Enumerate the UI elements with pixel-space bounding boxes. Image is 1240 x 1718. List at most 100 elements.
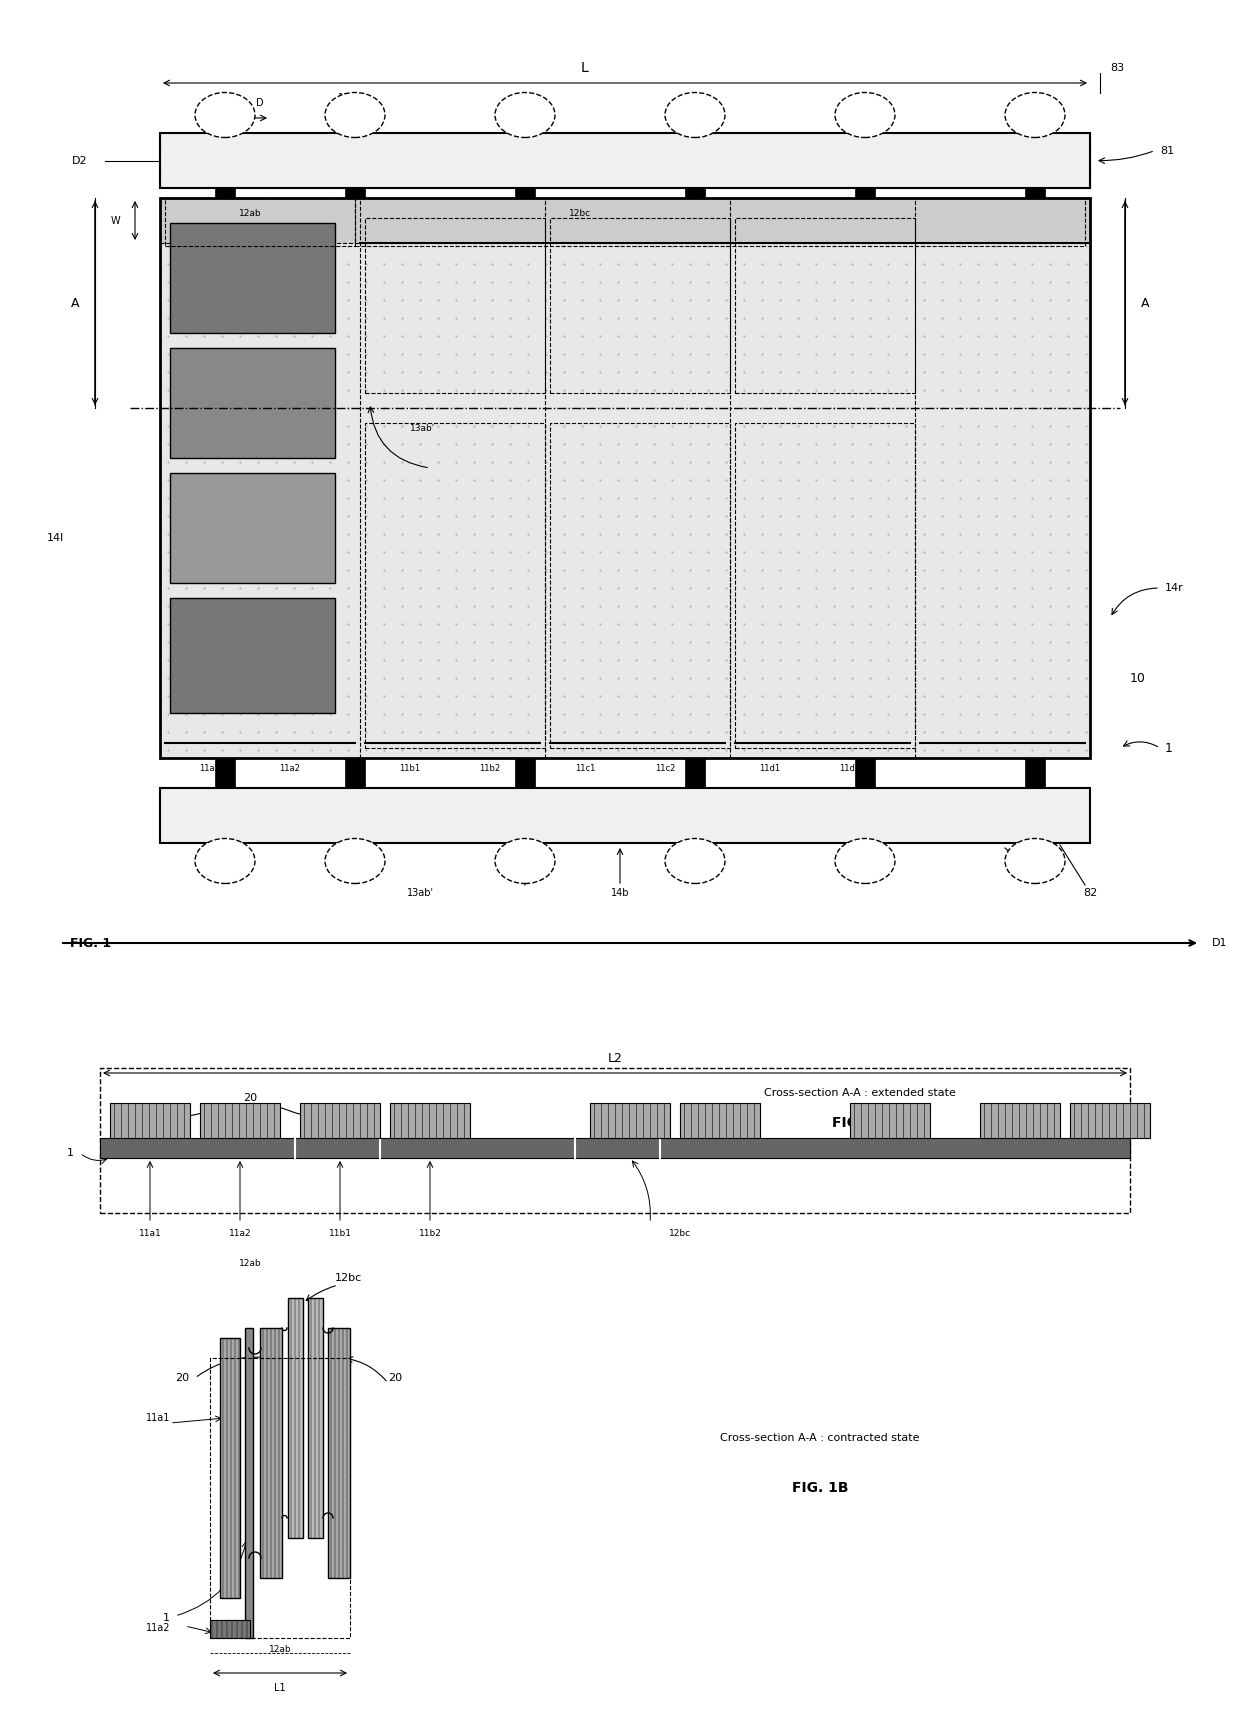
- Bar: [856, 758, 875, 789]
- Text: 14b: 14b: [611, 888, 629, 899]
- Bar: [170, 223, 335, 333]
- Ellipse shape: [325, 93, 384, 137]
- Text: 83: 83: [1110, 64, 1125, 72]
- Text: FIG. 1: FIG. 1: [69, 936, 112, 950]
- Text: 11b1: 11b1: [329, 1228, 351, 1237]
- Bar: [355, 198, 1085, 246]
- Bar: [735, 218, 915, 393]
- Ellipse shape: [195, 838, 255, 883]
- Text: 10: 10: [1130, 672, 1146, 684]
- Text: 1: 1: [1166, 742, 1173, 754]
- Bar: [680, 1103, 760, 1137]
- Bar: [210, 1357, 350, 1637]
- Bar: [170, 349, 335, 459]
- Text: A: A: [71, 297, 79, 309]
- Ellipse shape: [1004, 93, 1065, 137]
- Bar: [515, 187, 534, 198]
- Bar: [170, 598, 335, 713]
- Text: 20: 20: [246, 399, 259, 407]
- Bar: [684, 758, 706, 789]
- Bar: [345, 187, 365, 198]
- Bar: [160, 198, 1090, 758]
- Bar: [735, 423, 915, 747]
- Text: FIG. 1B: FIG. 1B: [792, 1481, 848, 1495]
- Text: 13ab: 13ab: [337, 93, 362, 103]
- Bar: [200, 1103, 280, 1137]
- Text: 13ab': 13ab': [407, 888, 434, 899]
- Text: 11b2: 11b2: [480, 763, 501, 773]
- Text: 12ab: 12ab: [238, 208, 262, 218]
- Text: 12ab': 12ab': [228, 809, 252, 818]
- Bar: [551, 218, 730, 393]
- Bar: [288, 1299, 303, 1538]
- Text: 82: 82: [1083, 888, 1097, 899]
- Text: 11d1: 11d1: [759, 763, 780, 773]
- Text: 14r: 14r: [1166, 582, 1184, 593]
- Ellipse shape: [495, 93, 556, 137]
- Text: D1: D1: [1213, 938, 1228, 948]
- Ellipse shape: [495, 838, 556, 883]
- Bar: [160, 789, 1090, 844]
- Text: 11a2: 11a2: [279, 763, 300, 773]
- Ellipse shape: [665, 93, 725, 137]
- Text: 20: 20: [388, 1373, 402, 1383]
- Bar: [1070, 1103, 1149, 1137]
- Text: 11a2: 11a2: [145, 1624, 170, 1634]
- Bar: [160, 198, 1090, 242]
- Bar: [260, 1328, 281, 1579]
- Bar: [215, 187, 236, 198]
- Text: 11b2: 11b2: [419, 1228, 441, 1237]
- Text: 81: 81: [1159, 146, 1174, 156]
- Bar: [246, 1328, 253, 1637]
- Text: 11c2: 11c2: [655, 763, 676, 773]
- Ellipse shape: [665, 838, 725, 883]
- Text: 14l: 14l: [46, 533, 63, 543]
- Text: Cross-section A-A : extended state: Cross-section A-A : extended state: [764, 1087, 956, 1098]
- Ellipse shape: [1004, 838, 1065, 883]
- Bar: [329, 1328, 350, 1579]
- Bar: [165, 198, 355, 246]
- Text: 20: 20: [246, 273, 259, 283]
- Text: 20: 20: [175, 1373, 190, 1383]
- Text: 1: 1: [162, 1613, 170, 1624]
- Bar: [856, 187, 875, 198]
- Text: 84: 84: [1024, 873, 1037, 883]
- Text: 11b1: 11b1: [399, 763, 420, 773]
- Text: 12bc: 12bc: [335, 1273, 362, 1283]
- Ellipse shape: [195, 93, 255, 137]
- Text: D2: D2: [72, 156, 88, 165]
- Text: 11d2: 11d2: [839, 763, 861, 773]
- Text: 12bc': 12bc': [469, 809, 491, 818]
- Ellipse shape: [835, 93, 895, 137]
- Bar: [160, 132, 1090, 187]
- Bar: [515, 758, 534, 789]
- Bar: [1025, 187, 1045, 198]
- Bar: [551, 423, 730, 747]
- Text: 11a1: 11a1: [139, 1228, 161, 1237]
- Bar: [849, 1103, 930, 1137]
- Bar: [100, 1069, 1130, 1213]
- Bar: [170, 472, 335, 582]
- Text: 1: 1: [67, 1148, 73, 1158]
- Bar: [210, 1620, 250, 1637]
- Text: D: D: [257, 98, 264, 108]
- Bar: [110, 1103, 190, 1137]
- Bar: [684, 187, 706, 198]
- Text: 12ab: 12ab: [238, 1259, 262, 1268]
- Text: 12bc: 12bc: [668, 1228, 691, 1237]
- Text: A: A: [1141, 297, 1149, 309]
- Text: L2: L2: [608, 1051, 622, 1065]
- Text: FIG. 1A: FIG. 1A: [832, 1117, 888, 1130]
- Bar: [1025, 758, 1045, 789]
- Bar: [391, 1103, 470, 1137]
- Bar: [300, 1103, 379, 1137]
- Text: W: W: [110, 215, 120, 225]
- Bar: [219, 1338, 241, 1598]
- Bar: [308, 1299, 322, 1538]
- Bar: [980, 1103, 1060, 1137]
- Bar: [365, 218, 546, 393]
- Bar: [100, 1137, 1130, 1158]
- Text: 13ab': 13ab': [410, 424, 435, 433]
- Text: 11a2: 11a2: [228, 1228, 252, 1237]
- Text: 20: 20: [243, 1093, 257, 1103]
